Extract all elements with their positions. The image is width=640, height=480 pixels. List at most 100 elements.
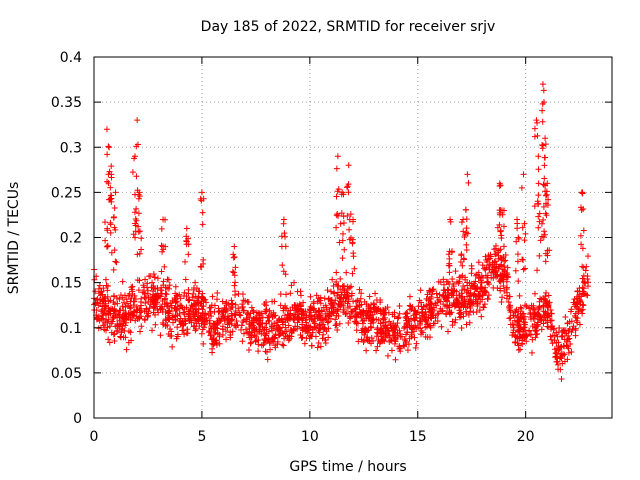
data-point	[319, 321, 326, 328]
data-point	[417, 318, 424, 325]
data-point	[299, 308, 306, 315]
data-point	[253, 337, 260, 344]
data-point	[446, 308, 453, 315]
data-point	[123, 346, 130, 353]
data-point	[261, 324, 268, 331]
data-point	[139, 289, 146, 296]
data-point	[136, 277, 143, 284]
data-point	[460, 255, 467, 262]
data-point	[458, 251, 465, 258]
data-point	[316, 325, 323, 332]
data-point	[540, 181, 547, 188]
data-point	[109, 306, 116, 313]
data-point	[155, 309, 162, 316]
data-point	[229, 268, 236, 275]
data-point	[129, 291, 136, 298]
data-point	[182, 320, 189, 327]
data-point	[104, 225, 111, 232]
data-point	[157, 287, 164, 294]
data-point	[162, 295, 169, 302]
data-point	[111, 338, 118, 345]
data-point	[567, 340, 574, 347]
data-point	[466, 298, 473, 305]
data-point	[243, 315, 250, 322]
data-point	[396, 303, 403, 310]
data-point	[378, 333, 385, 340]
data-point	[307, 303, 314, 310]
data-point	[463, 216, 470, 223]
data-point	[190, 286, 197, 293]
data-point	[142, 276, 149, 283]
x-tick-label: 0	[90, 429, 99, 445]
data-point	[514, 251, 521, 258]
data-point	[315, 340, 322, 347]
data-point	[406, 302, 413, 309]
data-point	[271, 313, 278, 320]
data-point	[581, 290, 588, 297]
data-point	[344, 212, 351, 219]
data-point	[447, 216, 454, 223]
data-point	[542, 210, 549, 217]
data-point	[458, 324, 465, 331]
data-point	[534, 267, 541, 274]
data-point	[232, 311, 239, 318]
data-point	[498, 207, 505, 214]
data-point	[470, 300, 477, 307]
data-point	[534, 321, 541, 328]
data-point	[93, 316, 100, 323]
data-point	[195, 318, 202, 325]
data-point	[135, 223, 142, 230]
data-point	[278, 233, 285, 240]
data-point	[350, 253, 357, 260]
data-point	[426, 287, 433, 294]
data-point	[167, 300, 174, 307]
data-point	[456, 314, 463, 321]
data-point	[199, 221, 206, 228]
data-point	[333, 193, 340, 200]
data-point	[133, 303, 140, 310]
data-point	[565, 349, 572, 356]
data-point	[180, 327, 187, 334]
data-point	[538, 317, 545, 324]
data-point	[276, 325, 283, 332]
data-point	[448, 287, 455, 294]
data-point	[210, 335, 217, 342]
data-point	[114, 300, 121, 307]
data-point	[245, 299, 252, 306]
data-point	[475, 269, 482, 276]
data-point	[339, 237, 346, 244]
data-point	[459, 262, 466, 269]
data-point	[440, 276, 447, 283]
data-point	[507, 302, 514, 309]
data-point	[231, 272, 238, 279]
data-point	[183, 225, 190, 232]
data-point	[374, 343, 381, 350]
data-point	[149, 291, 156, 298]
data-point	[428, 301, 435, 308]
data-point	[555, 343, 562, 350]
data-point	[302, 317, 309, 324]
x-tick-label: 10	[301, 429, 319, 445]
data-point	[147, 273, 154, 280]
data-point	[395, 314, 402, 321]
data-point	[304, 325, 311, 332]
data-point	[579, 306, 586, 313]
data-point	[376, 340, 383, 347]
data-point	[367, 308, 374, 315]
data-point	[164, 312, 171, 319]
data-point	[283, 328, 290, 335]
data-point	[255, 348, 262, 355]
data-point	[111, 224, 118, 231]
data-point	[542, 258, 549, 265]
data-point	[377, 296, 384, 303]
data-point	[209, 345, 216, 352]
data-point	[411, 317, 418, 324]
data-point	[380, 319, 387, 326]
data-point	[117, 334, 124, 341]
data-point	[547, 333, 554, 340]
data-point	[122, 313, 129, 320]
data-point	[449, 275, 456, 282]
data-point	[107, 297, 114, 304]
data-point	[500, 243, 507, 250]
data-point	[231, 253, 238, 260]
